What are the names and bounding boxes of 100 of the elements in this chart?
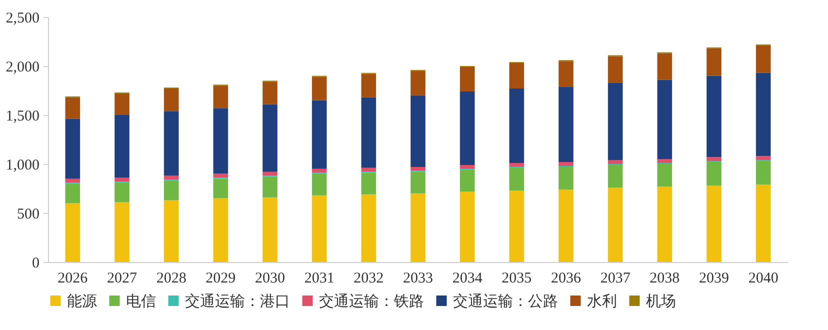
bar xyxy=(657,80,672,160)
bar xyxy=(608,164,623,188)
x-tick-label: 2035 xyxy=(502,270,532,286)
bar xyxy=(410,95,426,167)
legend-label: 交通运输：港口 xyxy=(185,292,290,310)
x-tick-label: 2036 xyxy=(551,270,582,286)
bar xyxy=(460,164,475,169)
bar xyxy=(164,88,179,112)
bar xyxy=(65,178,80,183)
bar xyxy=(361,74,376,98)
bar xyxy=(460,191,475,262)
bar xyxy=(114,202,130,262)
bar xyxy=(361,172,376,194)
bar xyxy=(509,190,524,262)
bar xyxy=(756,161,771,185)
bar xyxy=(608,160,623,164)
bar xyxy=(657,53,672,80)
bar xyxy=(164,200,179,262)
bar xyxy=(312,76,327,100)
bar xyxy=(657,186,672,262)
bar xyxy=(608,56,623,83)
bar xyxy=(312,100,327,169)
bar xyxy=(558,162,574,166)
bar xyxy=(558,166,574,190)
bar xyxy=(164,180,179,200)
x-tick-label: 2033 xyxy=(403,270,433,286)
bar xyxy=(509,88,524,164)
bar xyxy=(756,72,771,156)
legend-label: 交通运输：公路 xyxy=(453,292,558,310)
bar xyxy=(361,194,376,262)
bar xyxy=(509,168,524,190)
bar xyxy=(164,111,179,176)
bar xyxy=(558,189,574,262)
legend-label: 水利 xyxy=(587,292,617,310)
bar xyxy=(706,162,722,186)
bar xyxy=(65,97,80,119)
legend-label: 能源 xyxy=(67,292,97,310)
bar xyxy=(756,184,771,262)
x-tick-label: 2027 xyxy=(107,270,138,286)
bar xyxy=(706,76,722,158)
bar xyxy=(213,86,228,108)
legend-label: 交通运输：铁路 xyxy=(319,292,424,310)
bar xyxy=(262,82,278,104)
x-tick-label: 2032 xyxy=(354,270,384,286)
bar xyxy=(460,66,475,92)
bar xyxy=(657,164,672,187)
bar xyxy=(262,104,278,172)
bar xyxy=(558,61,574,87)
bar xyxy=(706,157,722,162)
legend-label: 电信 xyxy=(126,292,156,310)
bar xyxy=(509,63,524,89)
bar xyxy=(312,195,327,262)
bar xyxy=(262,172,278,176)
bar xyxy=(460,91,475,165)
bar xyxy=(65,184,80,204)
bar xyxy=(608,188,623,262)
x-tick-label: 2037 xyxy=(600,270,631,286)
bar xyxy=(558,86,574,162)
bar xyxy=(65,118,80,179)
x-tick-label: 2034 xyxy=(452,270,483,286)
bar xyxy=(657,159,672,164)
x-tick-label: 2039 xyxy=(699,270,729,286)
x-tick-label: 2029 xyxy=(206,270,236,286)
y-tick-label: 2,500 xyxy=(6,10,40,26)
bar xyxy=(608,82,623,160)
x-tick-label: 2030 xyxy=(255,270,285,286)
x-tick-label: 2038 xyxy=(650,270,680,286)
bar xyxy=(410,172,426,194)
legend-label: 机场 xyxy=(646,292,676,310)
x-tick-label: 2031 xyxy=(304,270,334,286)
bar xyxy=(410,70,426,96)
bar xyxy=(410,166,426,171)
bar xyxy=(361,168,376,172)
x-tick-label: 2040 xyxy=(748,270,778,286)
bar xyxy=(410,193,426,262)
bar xyxy=(114,93,130,115)
y-tick-label: 500 xyxy=(17,206,40,222)
bar xyxy=(312,168,327,173)
bar xyxy=(756,45,771,73)
bar xyxy=(460,170,475,192)
y-tick-label: 1,500 xyxy=(6,108,40,124)
bar xyxy=(756,156,771,160)
bar xyxy=(65,203,80,262)
bar xyxy=(114,115,130,178)
bar xyxy=(213,198,228,262)
bar xyxy=(262,197,278,262)
bar xyxy=(361,97,376,168)
x-tick-label: 2028 xyxy=(156,270,186,286)
y-tick-label: 2,000 xyxy=(6,60,40,76)
bar xyxy=(114,178,130,182)
bar xyxy=(706,186,722,262)
y-tick-label: 1,000 xyxy=(6,158,40,174)
bar xyxy=(213,178,228,198)
bar xyxy=(706,48,722,76)
bar xyxy=(114,182,130,202)
bar xyxy=(262,176,278,198)
bar xyxy=(312,174,327,196)
bar xyxy=(509,163,524,167)
bar xyxy=(213,108,228,174)
y-tick-label: 0 xyxy=(32,256,40,272)
